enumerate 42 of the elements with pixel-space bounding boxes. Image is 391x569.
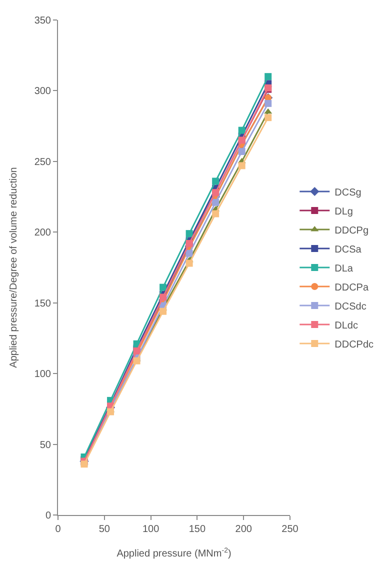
- point: [264, 100, 272, 107]
- legend-label: DDCPa: [334, 282, 369, 294]
- point: [107, 408, 114, 416]
- y-tick-label: 100: [34, 369, 52, 380]
- x-tick-label: 250: [282, 524, 299, 535]
- point: [264, 108, 272, 114]
- legend-label: DCSg: [334, 187, 362, 198]
- y-tick-label: 50: [40, 440, 52, 451]
- y-tick-label: 0: [45, 510, 52, 522]
- point: [238, 162, 246, 170]
- x-tick-label: 200: [235, 524, 252, 535]
- point: [160, 308, 167, 315]
- x-tick-label: 0: [55, 524, 62, 535]
- point: [186, 260, 193, 267]
- point: [264, 73, 272, 80]
- y-tick-label: 350: [34, 16, 52, 26]
- point: [212, 198, 220, 206]
- legend-label: DDCPdc: [334, 339, 374, 350]
- legend-label: DLdc: [334, 320, 358, 332]
- y-tick-label: 150: [34, 298, 52, 310]
- point: [238, 126, 246, 134]
- point: [160, 284, 167, 291]
- point: [186, 250, 193, 257]
- legend-label: DCSdc: [334, 301, 366, 312]
- point: [212, 210, 220, 218]
- point: [186, 230, 193, 238]
- x-axis-title: Applied pressure (MNm$^{-2}$): [116, 547, 232, 560]
- y-tick-label: 200: [34, 228, 52, 239]
- point: [264, 114, 272, 122]
- x-tick-label: 50: [98, 524, 110, 535]
- point: [133, 357, 140, 364]
- x-tick-label: 100: [142, 524, 160, 535]
- point: [238, 148, 246, 156]
- legend-label: DCSa: [334, 244, 362, 256]
- y-tick-label: 300: [34, 86, 52, 98]
- x-tick-label: 150: [188, 524, 206, 535]
- legend-label: DLg: [334, 206, 353, 218]
- y-tick-label: 250: [34, 156, 52, 168]
- legend-label: DLa: [334, 263, 354, 274]
- legend-label: DDCPg: [334, 225, 369, 236]
- point: [212, 178, 220, 185]
- y-axis-title: Applied pressure/Degree of volume reduction: [8, 167, 20, 368]
